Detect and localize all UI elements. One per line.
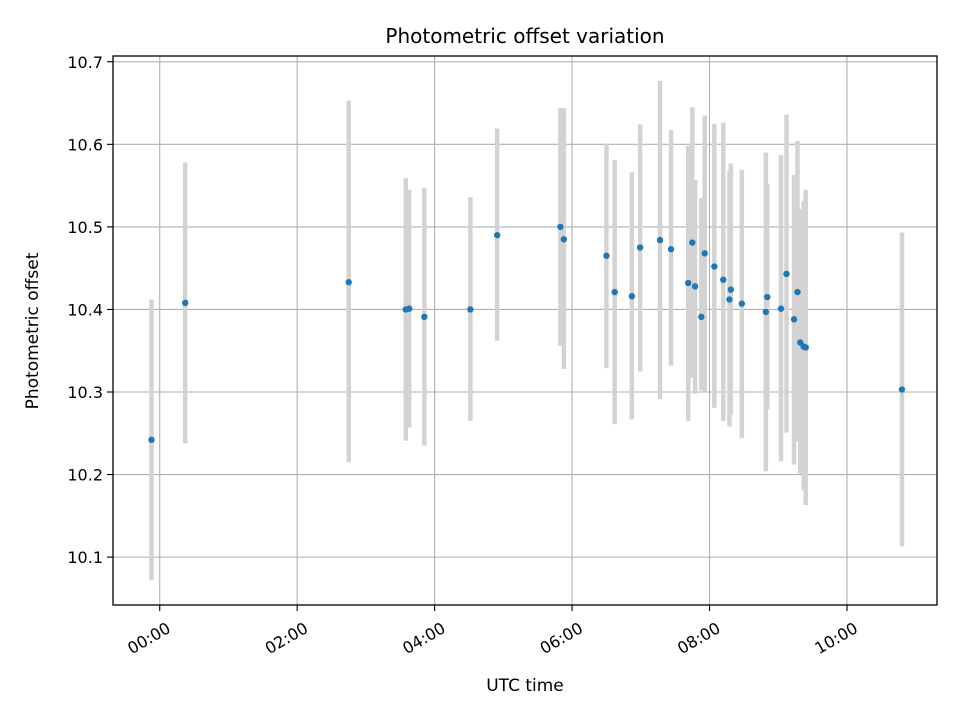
- plot-area: [113, 56, 937, 605]
- y-axis: 10.1 10.2 10.3 10.4 10.5 10.6 10.7: [67, 53, 113, 567]
- data-point: [689, 239, 696, 246]
- data-point: [493, 231, 501, 239]
- data-point: [467, 306, 474, 313]
- data-point: [181, 299, 189, 307]
- data-point: [557, 223, 564, 231]
- data-point: [764, 293, 771, 301]
- data-point: [777, 305, 785, 312]
- plot-frame: [112, 55, 938, 606]
- data-point: [636, 244, 644, 251]
- data-point: [406, 305, 413, 312]
- data-point: [628, 293, 636, 300]
- data-point: [421, 313, 428, 321]
- y-tick-label: 10.4: [67, 300, 103, 319]
- data-point: [726, 296, 733, 303]
- data-point: [738, 300, 746, 307]
- data-point: [560, 236, 568, 243]
- chart-title: Photometric offset variation: [385, 24, 664, 48]
- data-point: [685, 279, 692, 287]
- y-axis-label: Photometric offset: [23, 252, 43, 409]
- data-point: [794, 288, 801, 296]
- data-points: [148, 223, 906, 444]
- data-point: [790, 316, 798, 323]
- data-point: [802, 344, 809, 351]
- data-point: [691, 283, 699, 290]
- data-point: [345, 279, 352, 286]
- data-point: [898, 386, 906, 393]
- data-point: [720, 276, 727, 283]
- data-point: [701, 250, 708, 257]
- y-tick-label: 10.5: [67, 218, 103, 237]
- data-point: [656, 236, 664, 244]
- data-point: [727, 286, 735, 293]
- data-point: [148, 436, 155, 444]
- data-point: [603, 252, 610, 259]
- y-tick-label: 10.1: [67, 548, 103, 567]
- y-tick-label: 10.6: [67, 135, 103, 154]
- data-point: [711, 263, 718, 270]
- data-point: [611, 288, 618, 296]
- y-tick-label: 10.7: [67, 53, 103, 72]
- y-tick-label: 10.3: [67, 383, 103, 402]
- data-point: [698, 313, 705, 321]
- data-point: [783, 270, 790, 278]
- data-point: [762, 308, 770, 316]
- data-point: [667, 245, 675, 253]
- y-tick-label: 10.2: [67, 466, 103, 485]
- x-axis-label: UTC time: [486, 676, 564, 696]
